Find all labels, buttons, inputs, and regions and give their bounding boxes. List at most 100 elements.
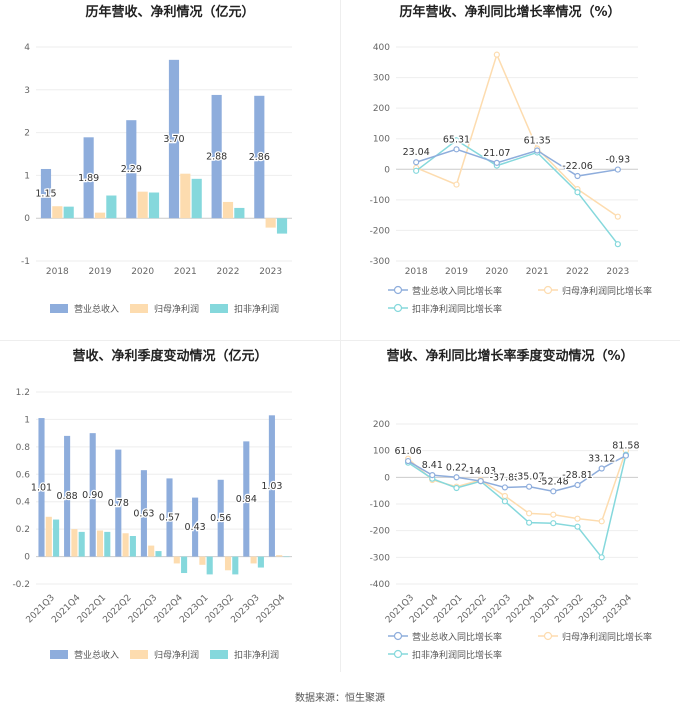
y-tick-label: 200 [373,104,390,114]
data-point [526,483,533,490]
bar-revenue [40,168,52,219]
point-value-label: -28.81 [562,470,593,481]
annual-growth-line-chart: 历年营收、净利同比增长率情况（%） -300 -200 -100 0 100 200 300… [370,4,652,315]
point-value-label: 65.31 [443,134,470,145]
data-point [574,189,581,196]
bar-net-profit [222,201,234,219]
legend-marker [543,285,553,295]
bar-net-profit [122,533,129,557]
y-tick-label: 0 [24,214,30,224]
bar-revenue [89,433,96,557]
bar-revenue [192,497,199,557]
bar-revenue [140,470,147,557]
legend-label: 归母净利润同比增长率 [562,285,652,297]
bar-value-label: 0.56 [210,513,231,524]
bar-net-profit [137,191,148,219]
y-tick-label: 0.8 [16,443,31,453]
point-value-label: -0.93 [606,155,631,166]
bar-value-label: 2.29 [121,164,142,175]
line-deduct-profit-growth [415,139,619,245]
bar-value-label: 2.86 [249,152,270,163]
bar-deduct-profit [234,207,245,219]
x-tick-label: 2022 [217,267,240,277]
data-point [453,146,460,153]
bar-net-profit [265,218,276,228]
point-value-label: -37.88 [490,472,521,483]
chart-title: 历年营收、净利同比增长率情况（%） [399,4,620,20]
legend-swatch [210,650,228,659]
data-point [477,477,484,485]
bar-deduct-profit [283,556,290,558]
point-value-label: -35.07 [514,472,545,483]
point-value-label: 21.07 [483,148,510,159]
y-tick-label: 100 [373,135,390,145]
legend-label: 扣非净利润同比增长率 [412,303,502,315]
y-tick-label: 200 [373,420,390,430]
data-point [429,471,436,479]
bar-deduct-profit [106,195,117,219]
bar-deduct-profit [78,531,85,557]
legend-label: 扣非净利润 [234,649,279,661]
y-tick-label: 0 [384,473,390,483]
bar-value-label: 2.88 [206,152,227,163]
data-point [598,465,605,472]
legend-marker [543,631,553,641]
y-tick-label: -1 [21,257,30,267]
point-value-label: -52.48 [538,476,569,487]
bar-value-label: 0.78 [108,498,129,509]
legend-label: 扣非净利润同比增长率 [412,649,502,661]
x-tick-label: 2019 [445,267,468,277]
legend-label: 扣非净利润 [234,303,279,315]
point-value-label: 81.58 [612,441,639,452]
x-tick-label: 2023Q4 [255,593,288,626]
data-point [493,51,500,58]
x-tick-label: 2022 [566,267,589,277]
legend-label: 归母净利润同比增长率 [562,631,652,643]
legend-label: 归母净利润 [154,303,199,315]
bar-deduct-profit [191,178,202,219]
y-tick-label: 0.4 [16,498,31,508]
data-point [453,181,460,188]
bar-revenue [168,59,180,219]
y-tick-label: 300 [373,74,390,84]
y-tick-label: -400 [370,580,391,590]
legend-swatch [50,304,68,313]
bar-deduct-profit [257,556,264,568]
data-point [453,474,460,481]
data-point [404,457,412,465]
data-point [413,167,420,174]
point-value-label: 61.06 [394,446,421,457]
x-tick-label: 2021 [526,267,549,277]
y-tick-label: 2 [24,129,30,139]
x-tick-label: 2020 [485,267,508,277]
legend-swatch [130,650,148,659]
bar-net-profit [96,530,104,557]
horizontal-divider [0,340,680,341]
annual-revenue-profit-bar-chart: 历年营收、净利情况（亿元） -1 0 1 2 3 4 2018 2019 2020 2021 202… [21,4,292,315]
x-tick-label: 2023 [606,267,629,277]
chart-title: 历年营收、净利情况（亿元） [85,4,254,20]
bar-revenue [268,415,275,557]
legend-swatch [50,650,68,659]
legend-marker [393,303,403,313]
data-point [614,166,621,173]
point-value-label: -22.06 [562,161,593,172]
data-point [550,520,557,527]
y-tick-label: -0.2 [12,580,30,590]
bar-value-label: 0.88 [57,491,78,502]
data-point [598,554,605,561]
data-point [550,488,557,495]
y-tick-label: 1 [24,415,30,425]
data-point [453,484,460,492]
data-point [534,147,541,154]
data-point [574,172,581,180]
data-point [622,452,629,459]
x-tick-label: 2020 [131,267,154,277]
data-point [501,492,508,500]
data-point [526,519,533,526]
bar-deduct-profit [104,531,111,557]
bar-value-label: 1.01 [31,482,52,493]
legend-label: 营业总收入 [74,303,119,315]
bar-deduct-profit [53,519,60,557]
quarterly-revenue-profit-bar-chart: 营收、净利季度变动情况（亿元） -0.2 0 0.2 0.4 0.6 0.8 1 1.2 202… [12,348,292,661]
